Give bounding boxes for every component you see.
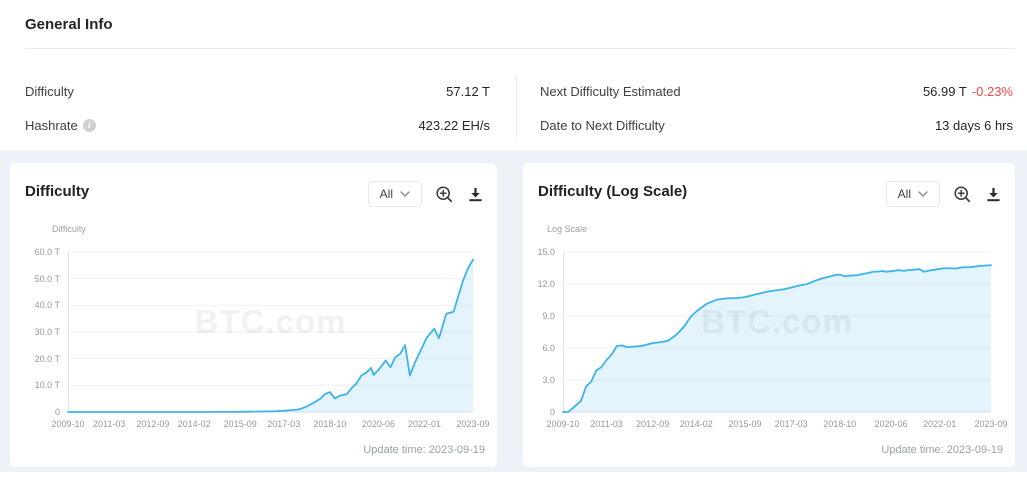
general-info-left-column: Difficulty 57.12 T Hashrate i 423.22 EH/…: [25, 0, 490, 150]
hashrate-label: Hashrate: [25, 117, 78, 133]
x-axis-ticks: 2009-10 2011-03 2012-09 2014-02 2015-09 2017-…: [546, 419, 1007, 431]
x-tick-label: 2018-10: [313, 419, 347, 429]
y-tick-label: 12.0: [537, 279, 555, 289]
range-selector-dropdown[interactable]: All: [367, 181, 422, 207]
download-icon: [987, 187, 1000, 201]
y-tick-label: 3.0: [542, 375, 555, 385]
y-tick-label: 40.0 T: [34, 300, 60, 311]
x-tick-label: 2009-10: [51, 419, 85, 429]
zoom-in-icon: [954, 185, 971, 202]
y-tick-label: 30.0 T: [34, 327, 60, 337]
difficulty-value: 57.12 T: [446, 83, 490, 99]
general-info-title: General Info: [25, 16, 113, 33]
download-icon: [469, 187, 482, 201]
chevron-down-icon: [918, 191, 928, 197]
x-tick-label: 2009-10: [546, 419, 580, 429]
update-time: Update time: 2023-09-19: [881, 444, 1003, 456]
difficulty-label: Difficulty: [25, 83, 74, 99]
info-vertical-divider: [516, 76, 517, 138]
chart-controls: All: [885, 181, 1002, 207]
x-axis-ticks: 2009-10 2011-03 2012-09 2014-02 2015-09 2017-…: [51, 419, 489, 431]
range-selector-value: All: [379, 187, 393, 201]
hashrate-value: 423.22 EH/s: [418, 117, 490, 133]
x-tick-label: 2015-09: [223, 419, 257, 429]
x-tick-label: 2014-02: [679, 419, 713, 429]
y-tick-label: 6.0: [542, 343, 555, 353]
range-selector-value: All: [897, 187, 911, 201]
zoom-in-button[interactable]: [953, 185, 972, 204]
chart-controls: All: [367, 181, 484, 207]
chart-svg: [562, 251, 992, 413]
next-difficulty-value: 56.99 T: [922, 83, 967, 99]
date-to-next-label: Date to Next Difficulty: [540, 117, 665, 133]
next-difficulty-delta: -0.23%: [971, 83, 1013, 99]
y-tick-label: 0: [54, 407, 60, 417]
x-tick-label: 2020-06: [874, 419, 908, 429]
y-tick-label: 9.0: [542, 311, 555, 321]
info-tooltip-icon[interactable]: i: [82, 118, 96, 132]
chart-title: Difficulty: [25, 183, 90, 200]
y-tick-label: 10.0 T: [34, 380, 60, 391]
chart-plot-area[interactable]: BTC.com: [67, 251, 474, 413]
x-tick-label: 2011-03: [93, 419, 126, 429]
y-tick-label: 15.0: [537, 247, 555, 257]
x-tick-label: 2023-09: [456, 419, 490, 429]
x-tick-label: 2023-09: [974, 419, 1008, 429]
update-time: Update time: 2023-09-19: [363, 444, 485, 456]
y-axis-unit-label: Log Scale: [547, 224, 588, 234]
range-selector-dropdown[interactable]: All: [885, 181, 940, 207]
y-tick-label: 60.0 T: [34, 247, 60, 257]
x-tick-label: 2012-09: [636, 419, 670, 429]
date-to-next-value: 13 days 6 hrs: [934, 117, 1013, 133]
x-tick-label: 2011-03: [590, 419, 623, 429]
difficulty-chart-card: Difficulty All D: [10, 163, 497, 467]
chart-title: Difficulty (Log Scale): [538, 183, 688, 200]
info-row-date-to-next: Date to Next Difficulty 13 days 6 hrs: [540, 116, 1013, 134]
y-tick-label: 0: [549, 407, 555, 417]
x-tick-label: 2014-02: [177, 419, 211, 429]
section-divider: [25, 48, 1015, 49]
x-tick-label: 2017-03: [774, 419, 808, 429]
x-tick-label: 2018-10: [823, 419, 857, 429]
general-info-right-column: Next Difficulty Estimated 56.99 T -0.23% …: [540, 0, 1013, 150]
difficulty-log-chart-card: Difficulty (Log Scale) All: [523, 163, 1015, 467]
x-tick-label: 2020-06: [361, 419, 395, 429]
info-row-difficulty: Difficulty 57.12 T: [25, 82, 490, 100]
x-tick-label: 2022-01: [923, 419, 957, 429]
chart-svg: [67, 251, 474, 413]
zoom-in-icon: [436, 185, 453, 202]
y-axis-unit-label: Difficulty: [52, 224, 86, 234]
download-button[interactable]: [985, 186, 1002, 203]
x-tick-label: 2022-01: [407, 419, 442, 429]
zoom-in-button[interactable]: [435, 185, 454, 204]
chart-plot-area[interactable]: BTC.com: [562, 251, 992, 413]
info-row-hashrate: Hashrate i 423.22 EH/s: [25, 116, 490, 134]
download-button[interactable]: [467, 186, 484, 203]
x-tick-label: 2012-09: [136, 419, 170, 429]
y-axis-ticks: 60.0 T 50.0 T 40.0 T 30.0 T 20.0 T 10.0 T 0: [10, 247, 60, 417]
next-difficulty-label: Next Difficulty Estimated: [540, 83, 681, 99]
y-tick-label: 20.0 T: [34, 353, 60, 364]
chevron-down-icon: [400, 191, 410, 197]
x-tick-label: 2017-03: [267, 419, 301, 429]
y-axis-ticks: 15.0 12.0 9.0 6.0 3.0 0: [523, 247, 555, 417]
y-tick-label: 50.0 T: [34, 273, 60, 284]
x-tick-label: 2015-09: [728, 419, 762, 429]
info-row-next-difficulty: Next Difficulty Estimated 56.99 T -0.23%: [540, 82, 1013, 100]
